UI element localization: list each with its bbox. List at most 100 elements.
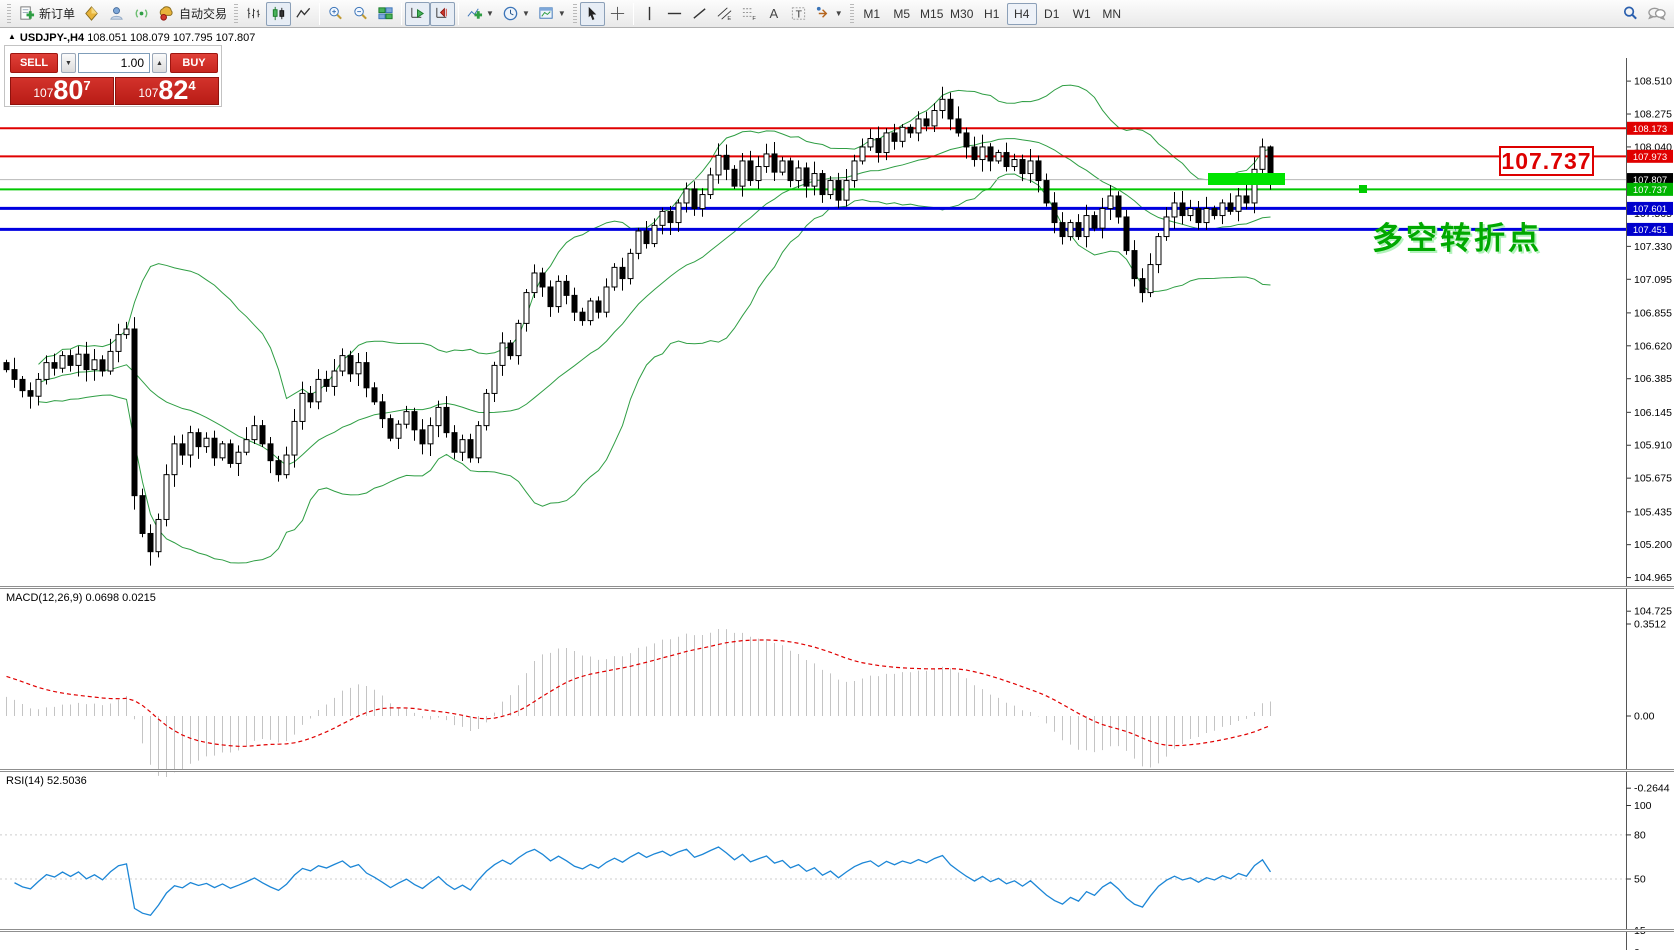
auto-trading-icon bbox=[159, 6, 173, 21]
timeframe-d1[interactable]: D1 bbox=[1044, 6, 1060, 21]
toolbar-drag-handle[interactable] bbox=[7, 3, 11, 24]
auto-scroll-button[interactable] bbox=[405, 1, 431, 26]
auto-trading-label: 自动交易 bbox=[179, 7, 228, 21]
timeframe-h1[interactable]: H1 bbox=[984, 6, 1000, 21]
auto-scroll-icon bbox=[411, 7, 425, 19]
toolbar-drag-handle[interactable] bbox=[849, 3, 854, 24]
text-a-icon: A bbox=[769, 6, 779, 21]
arrows-shape-icon bbox=[816, 6, 828, 18]
buy-price-pip: 4 bbox=[188, 78, 196, 93]
line-chart-icon bbox=[296, 7, 311, 18]
zoom-out-button[interactable] bbox=[348, 2, 373, 26]
crosshair-tool-button[interactable] bbox=[605, 2, 630, 26]
symbol-ohlc-header: ▲ USDJPY-,H4 108.051 108.079 107.795 107.… bbox=[8, 32, 255, 44]
line-anchor-marker bbox=[1359, 185, 1367, 193]
main-toolbar: 新订单 自动交易 bbox=[0, 0, 1674, 28]
new-order-icon bbox=[20, 6, 35, 20]
svg-text:0.00: 0.00 bbox=[1634, 711, 1655, 723]
new-order-button[interactable]: 新订单 bbox=[14, 2, 79, 26]
buy-button[interactable]: BUY bbox=[170, 53, 218, 73]
svg-text:E: E bbox=[727, 16, 731, 22]
template-chart-icon bbox=[539, 7, 553, 19]
sell-button[interactable]: SELL bbox=[10, 53, 58, 73]
horizontal-line-tool[interactable] bbox=[662, 2, 687, 26]
trendline-tool[interactable] bbox=[687, 2, 712, 26]
dropdown-arrow-icon: ▼ bbox=[521, 9, 530, 18]
cursor-tool-button[interactable] bbox=[579, 1, 605, 26]
sell-price-pip: 7 bbox=[83, 78, 91, 93]
candlestick-chart-button[interactable] bbox=[266, 1, 292, 26]
chart-area[interactable]: 108.510108.275108.040107.805107.565107.3… bbox=[0, 28, 1674, 950]
svg-text:108.510: 108.510 bbox=[1634, 76, 1672, 88]
turning-point-text[interactable]: 多空转折点 bbox=[1372, 221, 1542, 256]
sell-price-prefix: 107 bbox=[33, 86, 54, 100]
dropdown-arrow-icon: ▼ bbox=[486, 9, 494, 18]
shapes-dropdown[interactable]: ▼ bbox=[811, 2, 847, 26]
equidistant-channel-icon: E bbox=[717, 7, 732, 22]
volume-decrease-button[interactable]: ▼ bbox=[61, 53, 76, 73]
timeframe-m5[interactable]: M5 bbox=[893, 6, 911, 21]
search-icon bbox=[1623, 6, 1637, 20]
new-order-label: 新订单 bbox=[39, 7, 76, 21]
auto-trading-button[interactable]: 自动交易 bbox=[154, 2, 231, 26]
toolbar-drag-handle[interactable] bbox=[234, 3, 239, 24]
search-button[interactable] bbox=[1618, 2, 1643, 26]
timeframe-h4[interactable]: H4 bbox=[1006, 2, 1037, 25]
timeframe-m1[interactable]: M1 bbox=[863, 6, 881, 21]
sell-price-display[interactable]: 107 80 7 bbox=[10, 77, 114, 105]
zoom-in-button[interactable] bbox=[323, 2, 348, 26]
indicators-dropdown[interactable]: ▼ bbox=[462, 2, 498, 26]
tile-windows-button[interactable] bbox=[373, 2, 398, 26]
symbol-arrow-icon: ▲ bbox=[8, 32, 16, 41]
highlight-zone-bar bbox=[1208, 173, 1285, 185]
svg-text:0: 0 bbox=[1634, 947, 1640, 950]
fibonacci-tool[interactable]: F bbox=[737, 2, 762, 26]
indicators-icon bbox=[467, 8, 483, 19]
quotes-button[interactable] bbox=[79, 2, 104, 26]
svg-text:-0.2644: -0.2644 bbox=[1634, 783, 1670, 795]
label-tool[interactable]: T bbox=[786, 2, 811, 26]
crosshair-icon bbox=[610, 6, 624, 21]
templates-dropdown[interactable]: ▼ bbox=[534, 2, 570, 26]
line-chart-button[interactable] bbox=[291, 2, 316, 26]
rsi-line bbox=[14, 846, 1272, 917]
bar-chart-button[interactable] bbox=[241, 2, 266, 26]
macd-panel-separator[interactable] bbox=[0, 586, 1674, 589]
svg-text:106.855: 106.855 bbox=[1634, 307, 1672, 319]
chart-shift-icon bbox=[436, 7, 447, 18]
timeframe-m15[interactable]: M15 bbox=[920, 6, 944, 21]
cursor-icon bbox=[588, 6, 597, 21]
candles-layer bbox=[3, 86, 1274, 566]
buy-price-display[interactable]: 107 82 4 bbox=[115, 77, 219, 105]
timeframe-mn[interactable]: MN bbox=[1102, 6, 1122, 21]
time-axis-separator bbox=[0, 929, 1674, 932]
price-callout-label[interactable]: 107.737 bbox=[1499, 146, 1594, 176]
macd-signal-line bbox=[6, 639, 1271, 747]
chart-shift-button[interactable] bbox=[430, 1, 456, 26]
svg-text:100: 100 bbox=[1634, 800, 1652, 812]
svg-text:107.330: 107.330 bbox=[1634, 241, 1672, 253]
channel-tool[interactable]: E bbox=[712, 2, 737, 26]
vertical-line-tool[interactable] bbox=[637, 2, 662, 26]
profile-button[interactable] bbox=[104, 2, 129, 26]
buy-price-main: 82 bbox=[158, 75, 189, 105]
vertical-line-icon bbox=[648, 6, 651, 21]
signal-button[interactable] bbox=[129, 2, 154, 26]
periods-dropdown[interactable]: ▼ bbox=[498, 2, 534, 26]
toolbar-drag-handle[interactable] bbox=[572, 3, 577, 24]
timeframe-m30[interactable]: M30 bbox=[950, 6, 974, 21]
volume-input[interactable] bbox=[78, 53, 150, 73]
quotes-diamond-icon bbox=[85, 6, 98, 21]
chat-bubbles-icon bbox=[1648, 7, 1666, 21]
signal-icon bbox=[135, 9, 148, 18]
chat-button[interactable] bbox=[1643, 2, 1670, 26]
svg-text:50: 50 bbox=[1634, 874, 1646, 886]
dropdown-arrow-icon: ▼ bbox=[557, 9, 566, 18]
svg-text:107.601: 107.601 bbox=[1633, 204, 1667, 215]
volume-increase-button[interactable]: ▲ bbox=[152, 53, 167, 73]
svg-text:105.675: 105.675 bbox=[1634, 473, 1672, 485]
rsi-panel-separator[interactable] bbox=[0, 769, 1674, 772]
text-tool[interactable]: A bbox=[762, 2, 786, 26]
timeframe-w1[interactable]: W1 bbox=[1072, 6, 1091, 21]
